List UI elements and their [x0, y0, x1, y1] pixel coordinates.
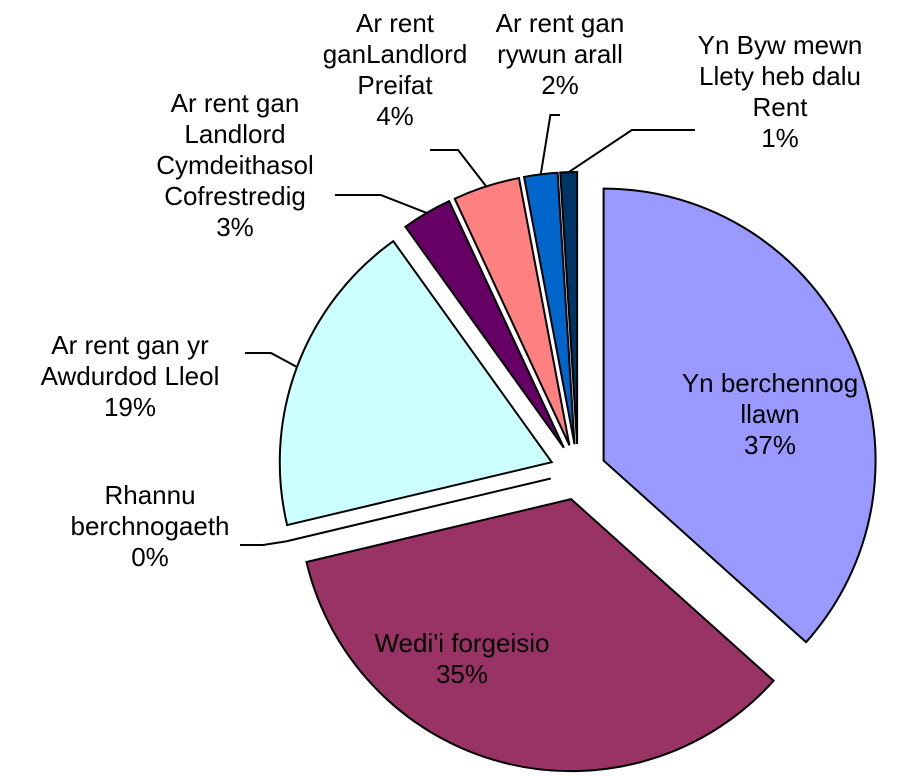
category-label: Yn berchennog llawn	[681, 368, 859, 429]
category-label: Ar rent gan rywun arall	[495, 8, 625, 69]
value-label: 35%	[435, 659, 489, 689]
leader-line	[568, 129, 695, 173]
category-label: Rhannu berchnogaeth	[70, 480, 230, 541]
slice-label: Ar rent ganLandlord Preifat 4%	[310, 8, 480, 132]
slice-label: Ar rent gan Landlord Cymdeithasol Cofres…	[130, 88, 340, 243]
leader-line	[430, 149, 487, 188]
leader-line	[539, 114, 560, 175]
category-label: Yn Byw mewn Llety heb dalu Rent	[697, 30, 863, 122]
pie-slice	[305, 498, 776, 773]
value-label: 2%	[541, 70, 579, 100]
category-label: Wedi'i forgeisio	[374, 628, 550, 658]
pie-slice	[522, 171, 576, 445]
pie-slice	[559, 171, 579, 445]
leader-line	[245, 352, 298, 368]
category-label: Ar rent gan Landlord Cymdeithasol Cofres…	[156, 88, 314, 211]
slice-label: Ar rent gan rywun arall 2%	[460, 8, 660, 101]
pie-slice	[602, 187, 877, 644]
value-label: 19%	[103, 392, 157, 422]
value-label: 1%	[761, 123, 799, 153]
pie-slice	[278, 239, 554, 527]
value-label: 4%	[376, 101, 414, 131]
value-label: 0%	[131, 542, 169, 572]
category-label: Ar rent gan yr Awdurdod Lleol	[40, 330, 220, 391]
category-label: Ar rent ganLandlord Preifat	[322, 8, 468, 100]
slice-label: Yn berchennog llawn 37%	[655, 368, 885, 461]
value-label: 37%	[743, 430, 797, 460]
slice-label: Rhannu berchnogaeth 0%	[55, 480, 245, 573]
leader-line	[240, 540, 287, 546]
slice-label: Wedi'i forgeisio 35%	[332, 628, 592, 690]
slice-label: Ar rent gan yr Awdurdod Lleol 19%	[5, 330, 255, 423]
leader-line	[335, 194, 428, 214]
value-label: 3%	[216, 212, 254, 242]
pie-slice	[453, 176, 571, 446]
slice-label: Yn Byw mewn Llety heb dalu Rent 1%	[680, 30, 880, 154]
